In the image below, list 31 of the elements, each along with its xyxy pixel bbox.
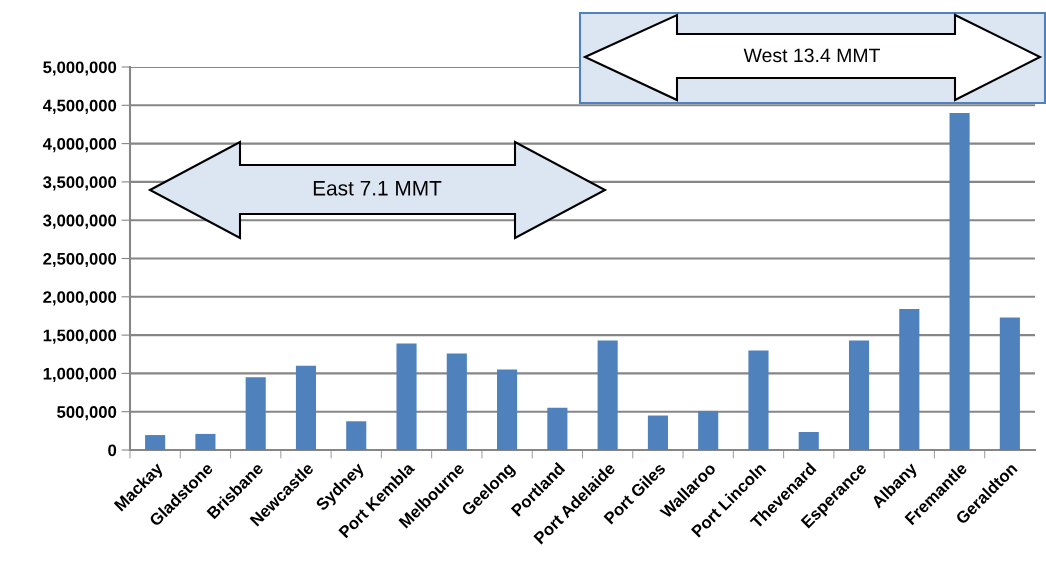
y-tick-label: 1,500,000 xyxy=(43,329,117,344)
y-tick-label: 4,500,000 xyxy=(42,99,117,114)
bar xyxy=(145,435,166,450)
y-tick-label: 3,500,000 xyxy=(43,176,117,191)
bar xyxy=(698,410,719,450)
y-tick-label: 500,000 xyxy=(57,406,117,421)
bar xyxy=(245,377,266,450)
bar xyxy=(949,112,970,450)
bar xyxy=(597,340,618,450)
y-tick-label: 3,000,000 xyxy=(43,214,117,229)
y-tick-label: 0 xyxy=(108,444,117,457)
y-tick-label: 1,000,000 xyxy=(43,367,117,383)
bar xyxy=(899,309,920,450)
y-tick-label: 5,000,000 xyxy=(43,61,117,76)
bar xyxy=(647,415,668,450)
bar xyxy=(798,432,819,450)
annotation: East 7.1 MMT xyxy=(313,181,442,196)
bar xyxy=(497,369,518,450)
bar xyxy=(346,421,367,450)
bar xyxy=(446,353,467,450)
bar xyxy=(999,317,1020,450)
y-tick-label: 4,000,000 xyxy=(42,138,117,153)
bar xyxy=(748,350,769,450)
bar xyxy=(848,340,870,450)
bar xyxy=(195,433,216,450)
bar xyxy=(295,365,317,450)
y-tick-label: 2,500,000 xyxy=(43,252,117,268)
y-tick-label: 2,000,000 xyxy=(43,291,117,306)
text: West 13.4 MMT xyxy=(743,48,880,63)
bar xyxy=(547,407,568,450)
bar xyxy=(396,343,417,450)
